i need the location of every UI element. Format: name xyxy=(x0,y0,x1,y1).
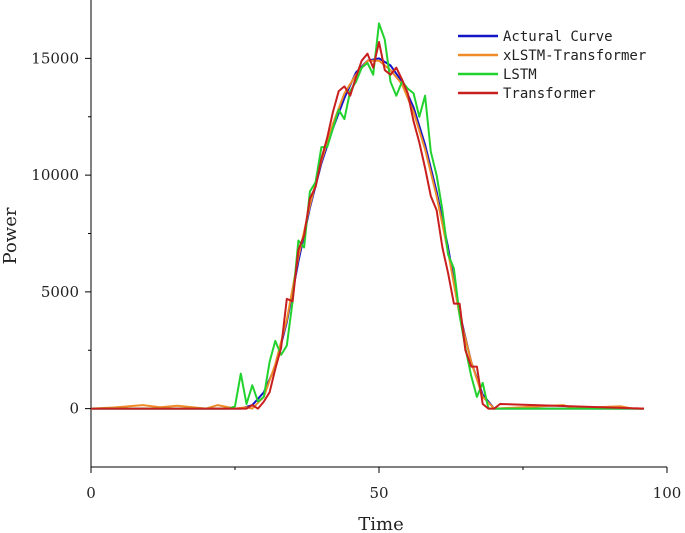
y-tick-label: 10000 xyxy=(31,166,79,184)
series-line-xlstm-transformer xyxy=(90,59,644,410)
plot-frame xyxy=(90,0,667,468)
y-tick-label: 15000 xyxy=(31,49,79,67)
x-axis-title: Time xyxy=(358,514,403,533)
y-axis-title: Power xyxy=(0,207,21,264)
series-line-transformer xyxy=(91,41,645,410)
x-tick-label: 50 xyxy=(369,484,388,502)
series-line-lstm xyxy=(91,22,644,410)
y-tick-label: 0 xyxy=(69,400,79,418)
y-ticks: 0 5000 10000 15000 xyxy=(31,49,91,418)
x-tick-label: 0 xyxy=(86,484,96,502)
legend-label-actural-curve: Actural Curve xyxy=(503,29,613,45)
legend-label-xlstm-transformer: xLSTM-Transformer xyxy=(503,48,646,64)
x-tick-label: 100 xyxy=(653,484,682,502)
series-line-actural-curve xyxy=(91,57,644,410)
x-ticks: 0 50 100 xyxy=(86,467,681,502)
legend-label-lstm: LSTM xyxy=(503,67,537,83)
legend: Actural Curve xLSTM-Transformer LSTM Transf… xyxy=(458,29,646,102)
y-tick-label: 5000 xyxy=(41,283,79,301)
legend-label-transformer: Transformer xyxy=(503,86,596,102)
series-lines xyxy=(90,22,645,410)
